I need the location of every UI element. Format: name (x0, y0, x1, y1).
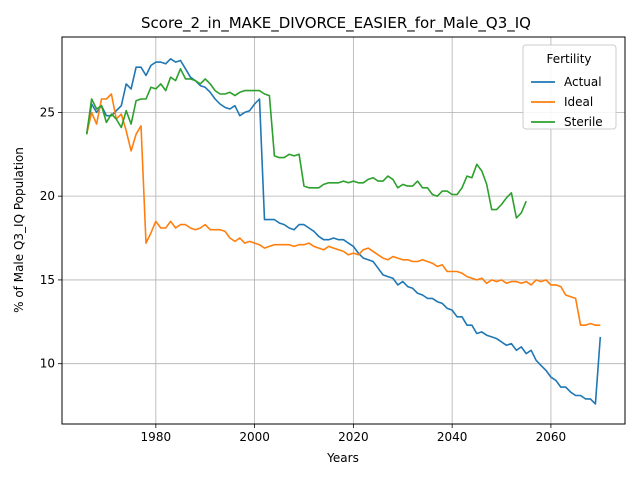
legend-label-actual: Actual (564, 75, 602, 89)
y-axis-label: % of Male Q3_IQ Population (12, 147, 26, 313)
y-tick-label: 15 (40, 273, 55, 287)
legend-label-ideal: Ideal (564, 95, 593, 109)
x-axis-label: Years (326, 451, 359, 465)
plot-area-frame (61, 36, 626, 425)
legend: Fertility Actual Ideal Sterile (522, 44, 617, 130)
x-tick-label: 2000 (239, 430, 270, 444)
y-axis-ticks: 10 15 20 25 (40, 105, 62, 371)
legend-title: Fertility (546, 52, 591, 66)
series-line-ideal (85, 93, 601, 327)
chart-title: Score_2_in_MAKE_DIVORCE_EASIER_for_Male_… (141, 14, 531, 33)
x-tick-label: 2040 (437, 430, 468, 444)
series-line-actual (85, 57, 602, 405)
x-tick-label: 1980 (141, 430, 172, 444)
x-tick-label: 2020 (338, 430, 369, 444)
y-tick-label: 10 (40, 357, 55, 371)
series-lines (85, 57, 602, 405)
legend-box (522, 44, 617, 130)
legend-label-sterile: Sterile (564, 115, 603, 129)
y-tick-label: 20 (40, 189, 55, 203)
x-tick-label: 2060 (536, 430, 567, 444)
series-line-sterile (85, 68, 527, 219)
x-axis-ticks: 1980 2000 2020 2040 2060 (141, 424, 567, 444)
y-tick-label: 25 (40, 105, 55, 119)
